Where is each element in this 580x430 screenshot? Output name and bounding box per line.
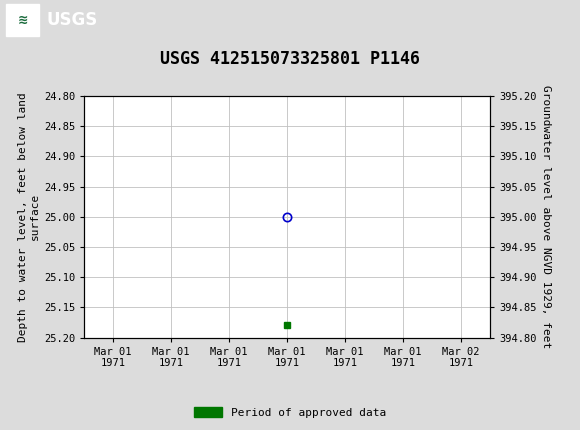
Bar	[6, 4, 39, 36]
Text: USGS: USGS	[46, 11, 97, 29]
Legend: Period of approved data: Period of approved data	[190, 403, 390, 422]
Y-axis label: Groundwater level above NGVD 1929, feet: Groundwater level above NGVD 1929, feet	[541, 85, 551, 348]
Y-axis label: Depth to water level, feet below land
surface: Depth to water level, feet below land su…	[18, 92, 39, 341]
Text: ≋: ≋	[17, 13, 28, 27]
Text: USGS 412515073325801 P1146: USGS 412515073325801 P1146	[160, 50, 420, 68]
